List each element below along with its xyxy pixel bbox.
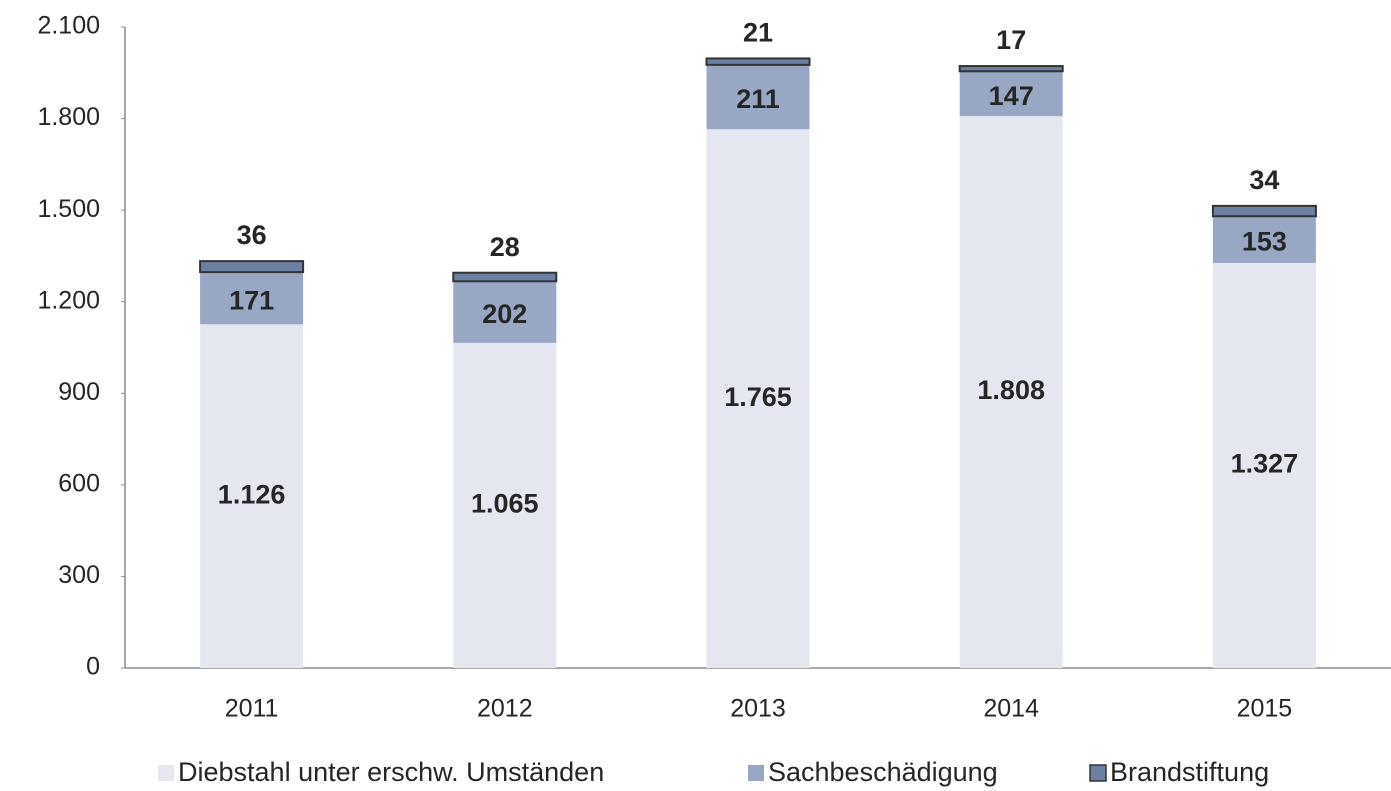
x-tick-label: 2013 [730,695,786,723]
value-label: 1.065 [471,489,539,519]
value-label: 36 [237,220,267,250]
value-label: 17 [996,25,1026,55]
bar-segment [1212,262,1316,668]
value-label: 147 [989,81,1034,111]
y-tick-label: 1.200 [37,286,100,314]
bar-segment [452,271,558,283]
value-label: 34 [1249,165,1279,195]
y-tick-label: 900 [58,378,100,406]
value-label: 1.327 [1231,449,1299,479]
bar-segment [706,129,810,668]
bar-segment [199,260,305,274]
value-label: 211 [736,84,780,114]
y-tick-label: 2.100 [37,12,100,40]
bar-segment [1212,216,1316,263]
bar-segment [705,57,811,66]
value-label: 202 [482,299,527,329]
value-label: 21 [743,18,773,48]
value-label: 1.126 [218,479,286,509]
x-tick-label: 2015 [1237,695,1293,723]
value-label: 1.765 [724,382,792,412]
value-label: 171 [229,285,274,315]
y-tick-label: 0 [86,653,100,681]
y-tick-label: 1.800 [37,103,100,131]
legend-swatch [748,765,764,781]
bar-segment [959,71,1063,117]
bar-segment [453,342,557,668]
bar-segment [1211,204,1317,218]
value-label: 1.808 [977,375,1045,405]
legend-swatch [158,765,174,781]
bar-segment [958,65,1064,73]
legend-swatch [1089,764,1107,782]
bar-segment [959,116,1063,669]
x-tick-label: 2012 [477,695,533,723]
x-tick-label: 2014 [983,695,1039,723]
x-tick-label: 2011 [225,695,279,723]
bar-segment [706,64,810,130]
legend-label: Sachbeschädigung [768,757,998,787]
y-tick-label: 1.500 [37,195,100,223]
y-tick-label: 300 [58,561,100,589]
legend-label: Brandstiftung [1110,757,1269,787]
bar-segment [200,272,304,325]
value-label: 153 [1242,227,1287,257]
bar-segment [453,281,557,343]
legend-label: Diebstahl unter erschw. Umständen [178,757,604,787]
value-label: 28 [490,232,520,262]
y-tick-label: 600 [58,469,100,497]
bar-segment [200,324,304,668]
